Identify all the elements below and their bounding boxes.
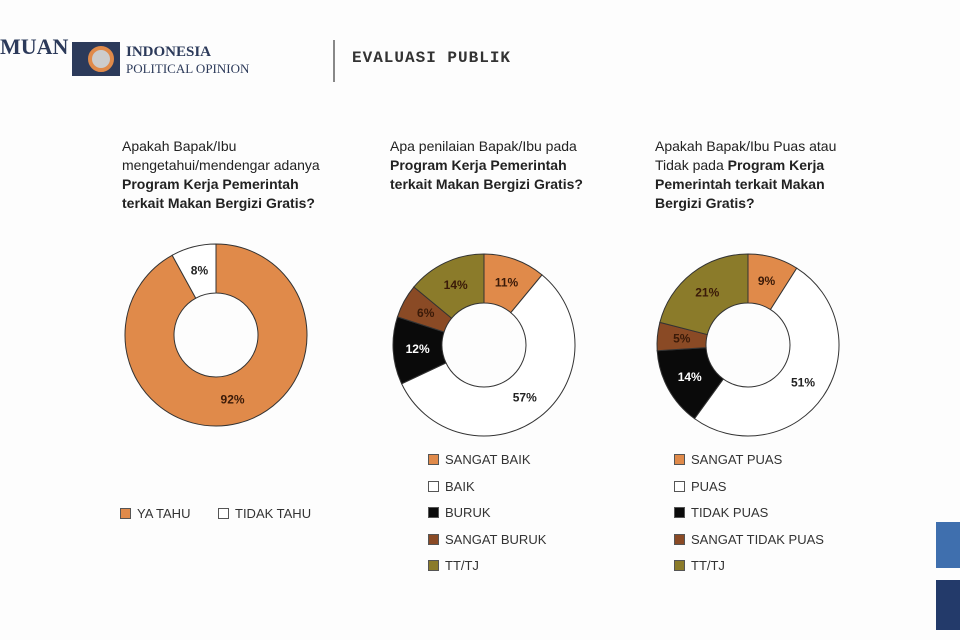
donut-slice bbox=[171, 243, 217, 299]
legend-item: TIDAK PUAS bbox=[674, 505, 768, 520]
chart-2-question: Apa penilaian Bapak/Ibu pada Program Ker… bbox=[390, 138, 583, 192]
legend-label: TIDAK PUAS bbox=[691, 505, 769, 520]
logo-circle-icon bbox=[88, 46, 114, 72]
legend-item: SANGAT BURUK bbox=[428, 532, 546, 547]
legend-label: SANGAT PUAS bbox=[691, 452, 783, 467]
header-divider bbox=[333, 40, 335, 82]
legend-swatch bbox=[218, 508, 229, 519]
slice-label: 9% bbox=[758, 274, 776, 288]
donut-slice bbox=[400, 274, 576, 437]
brand-subtitle: POLITICAL OPINION bbox=[126, 61, 250, 76]
slice-label: 21% bbox=[695, 285, 719, 299]
slice-label: 92% bbox=[221, 392, 245, 406]
navy-side-panel bbox=[936, 580, 960, 630]
legend-swatch bbox=[674, 560, 685, 571]
donut-slice bbox=[124, 243, 308, 427]
legend-swatch bbox=[674, 533, 685, 545]
legend-swatch bbox=[120, 508, 131, 519]
legend-swatch bbox=[428, 533, 439, 545]
chart-3-question: Apakah Bapak/Ibu Puas atau Tidak pada Pr… bbox=[655, 138, 837, 211]
slice-label: 14% bbox=[678, 370, 702, 384]
slice-label: 11% bbox=[495, 275, 519, 289]
legend-item: BAIK bbox=[428, 479, 475, 494]
legend-item: SANGAT BAIK bbox=[428, 452, 531, 467]
legend-swatch bbox=[674, 507, 685, 518]
legend-item: YA TAHU bbox=[120, 506, 190, 521]
donut-slice bbox=[693, 267, 840, 437]
legend-label: TIDAK TAHU bbox=[235, 506, 312, 521]
legend-swatch bbox=[428, 480, 439, 492]
legend-swatch bbox=[428, 560, 439, 571]
legend-label: SANGAT TIDAK PUAS bbox=[691, 531, 824, 547]
slice-label: 6% bbox=[417, 306, 435, 320]
legend-label: TT/TJ bbox=[691, 558, 725, 573]
donut-slice bbox=[413, 253, 485, 319]
legend-label: BURUK bbox=[445, 505, 491, 520]
page-title: EVALUASI PUBLIK bbox=[352, 49, 512, 67]
slice-label: 51% bbox=[791, 375, 815, 389]
slice-label: 8% bbox=[191, 264, 209, 278]
slice-label: 14% bbox=[444, 278, 468, 292]
legend-label: YA TAHU bbox=[137, 506, 191, 521]
brand-fragment: MUAN bbox=[0, 34, 69, 59]
legend-swatch bbox=[674, 480, 685, 492]
legend-label: TT/TJ bbox=[445, 558, 479, 573]
legend-item: SANGAT TIDAK PUAS bbox=[674, 532, 824, 547]
legend-label: SANGAT BURUK bbox=[445, 531, 547, 547]
blue-side-panel bbox=[936, 522, 960, 568]
donut-slice bbox=[659, 253, 749, 336]
legend-swatch bbox=[428, 454, 439, 465]
legend-label: BAIK bbox=[445, 478, 475, 494]
legend-item: TT/TJ bbox=[674, 558, 725, 573]
legend-item: PUAS bbox=[674, 479, 726, 494]
legend-item: TIDAK TAHU bbox=[218, 506, 311, 521]
legend-item: BURUK bbox=[428, 505, 491, 520]
slice-label: 5% bbox=[673, 332, 691, 346]
chart-1-question: Apakah Bapak/Ibu mengetahui/mendengar ad… bbox=[122, 138, 320, 211]
legend-label: PUAS bbox=[691, 478, 727, 494]
slice-label: 12% bbox=[406, 342, 430, 356]
legend-label: SANGAT BAIK bbox=[445, 452, 531, 467]
brand-name: INDONESIA bbox=[126, 44, 212, 60]
legend-item: SANGAT PUAS bbox=[674, 452, 782, 467]
slice-label: 57% bbox=[513, 391, 537, 405]
legend-item: TT/TJ bbox=[428, 558, 479, 573]
legend-swatch bbox=[428, 507, 439, 518]
legend-swatch bbox=[674, 454, 685, 465]
